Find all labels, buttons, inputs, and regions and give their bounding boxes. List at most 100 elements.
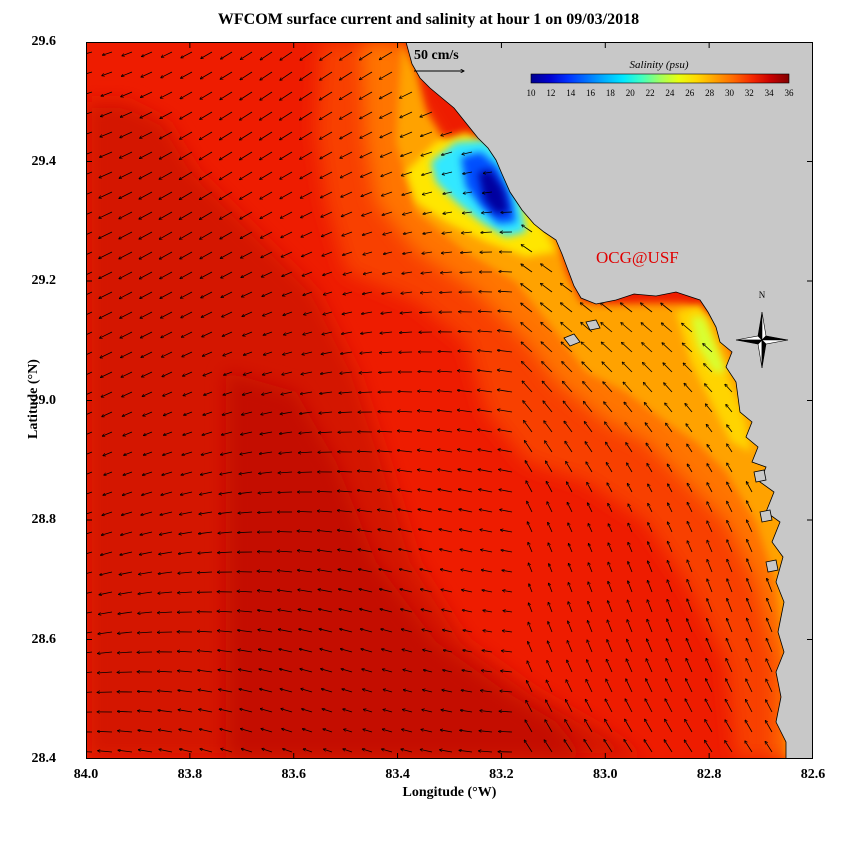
current-vector xyxy=(478,751,493,752)
current-vector xyxy=(220,211,233,219)
current-vector xyxy=(220,231,233,239)
current-vector xyxy=(178,710,193,713)
current-vector xyxy=(627,620,633,633)
current-vector xyxy=(727,444,733,453)
current-vector xyxy=(86,331,93,336)
current-vector xyxy=(239,689,253,693)
current-vector xyxy=(203,371,213,376)
current-vector xyxy=(199,729,213,733)
current-vector xyxy=(628,504,633,513)
current-vector xyxy=(97,672,113,673)
current-vector xyxy=(441,131,453,136)
current-vector xyxy=(420,292,433,293)
colorbar-ticks: 10 12 14 16 18 20 22 24 26 28 30 32 34 36 xyxy=(527,88,795,98)
current-vector xyxy=(239,131,253,140)
current-vector xyxy=(283,311,293,315)
current-vector xyxy=(583,401,593,413)
current-vector xyxy=(281,251,293,257)
current-vector xyxy=(303,291,313,295)
current-vector xyxy=(163,391,173,396)
current-vector xyxy=(521,322,533,333)
current-vector xyxy=(398,509,413,513)
current-vector xyxy=(280,71,293,80)
current-vector xyxy=(745,741,753,753)
current-vector xyxy=(120,531,133,535)
current-vector xyxy=(498,731,513,732)
current-vector xyxy=(477,430,493,433)
current-vector xyxy=(142,471,153,475)
current-vector xyxy=(360,151,373,158)
current-vector xyxy=(640,303,653,313)
current-vector xyxy=(359,609,373,613)
current-vector xyxy=(182,371,193,376)
current-vector xyxy=(478,331,493,332)
current-vector xyxy=(163,431,173,435)
current-vector xyxy=(462,151,473,154)
current-vector xyxy=(302,351,313,355)
current-vector xyxy=(157,691,173,692)
current-vector xyxy=(437,410,453,413)
current-vector xyxy=(279,649,293,653)
current-vector xyxy=(343,291,353,295)
current-vector xyxy=(440,292,453,293)
current-vector xyxy=(340,372,353,374)
current-vector xyxy=(608,524,613,533)
current-vector xyxy=(499,490,513,493)
current-vector xyxy=(139,231,153,239)
colorbar-tick-label: 14 xyxy=(566,88,576,98)
current-vector xyxy=(726,404,733,413)
current-vector xyxy=(219,171,233,180)
current-vector xyxy=(297,531,313,532)
current-vector xyxy=(727,540,733,553)
current-vector xyxy=(548,622,553,633)
current-vector xyxy=(501,550,513,553)
current-vector xyxy=(685,719,693,733)
current-vector xyxy=(159,191,173,199)
current-vector xyxy=(648,523,653,533)
current-vector xyxy=(220,471,233,475)
current-vector xyxy=(320,191,333,198)
current-vector xyxy=(402,271,413,274)
current-vector xyxy=(300,71,313,80)
current-vector xyxy=(605,719,613,733)
current-vector xyxy=(608,543,613,553)
current-vector xyxy=(221,271,233,278)
current-vector xyxy=(527,501,533,513)
current-vector xyxy=(340,151,353,158)
current-vector xyxy=(299,91,313,100)
current-vector xyxy=(565,441,573,453)
current-vector xyxy=(258,512,273,513)
current-vector xyxy=(241,291,253,297)
current-vector xyxy=(157,612,173,613)
current-vector xyxy=(161,351,173,357)
current-vector xyxy=(379,372,393,373)
current-vector xyxy=(747,618,753,633)
current-vector xyxy=(86,451,93,455)
current-vector xyxy=(119,251,133,259)
current-vector xyxy=(318,589,333,593)
map-plot-area[interactable]: 50 cm/s Salinity (psu) 10 12 14 16 18 20 22 24 2… xyxy=(85,41,814,760)
current-vector xyxy=(707,521,713,533)
current-vector xyxy=(498,449,513,453)
current-vector xyxy=(317,511,333,512)
current-vector xyxy=(458,489,473,493)
current-vector xyxy=(241,271,253,278)
current-vector xyxy=(243,331,253,336)
y-tick-label: 29.2 xyxy=(31,273,57,288)
current-vector xyxy=(240,729,253,733)
current-vector xyxy=(565,719,573,733)
current-vector xyxy=(463,630,473,633)
current-vector xyxy=(359,71,373,80)
current-vector xyxy=(401,749,413,753)
current-vector xyxy=(99,271,113,279)
current-vector xyxy=(217,552,233,553)
current-vector xyxy=(480,550,493,553)
current-vector xyxy=(601,322,613,333)
current-vector xyxy=(320,371,333,374)
current-vector xyxy=(399,91,413,98)
current-vector xyxy=(139,191,153,199)
current-vector xyxy=(100,331,113,338)
current-vector xyxy=(442,171,453,175)
current-vector xyxy=(263,331,273,335)
current-vector xyxy=(159,151,173,159)
